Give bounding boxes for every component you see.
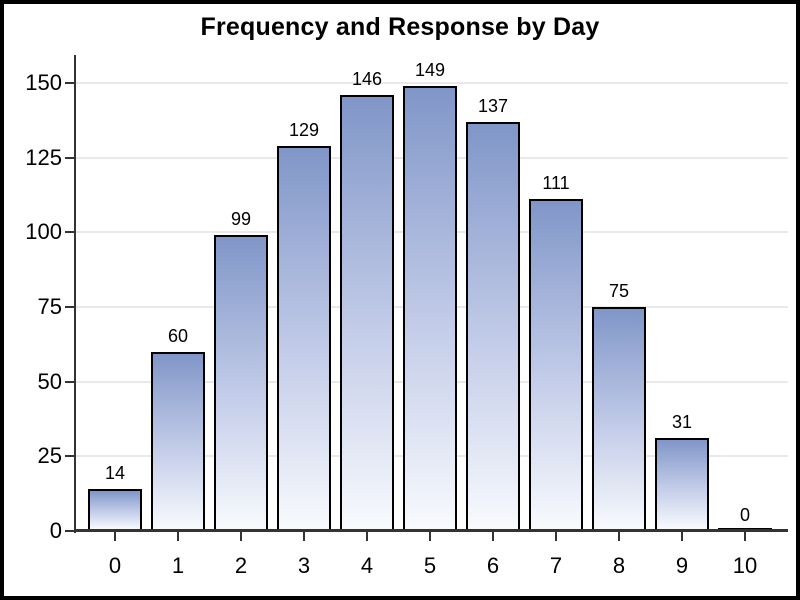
bar [655, 438, 709, 531]
y-tick-label: 0 [49, 518, 62, 543]
bar-value-label: 75 [608, 281, 630, 301]
x-tick [618, 532, 620, 541]
x-tick [366, 532, 368, 541]
y-tick-label: 25 [37, 443, 62, 469]
bar [277, 146, 331, 531]
y-tick-label: 125 [25, 144, 62, 170]
x-tick-label: 2 [234, 553, 248, 578]
bar-value-label: 99 [230, 209, 252, 229]
y-tick [65, 530, 74, 532]
x-tick [681, 532, 683, 541]
gridline [74, 82, 788, 84]
bar [88, 489, 142, 531]
bar-value-label: 60 [167, 326, 189, 346]
y-tick [65, 455, 74, 458]
y-tick-label: 100 [25, 219, 62, 245]
bar-value-label: 31 [671, 412, 693, 432]
bar-value-label: 149 [414, 60, 446, 80]
x-tick-label: 4 [360, 553, 374, 578]
y-axis-line [74, 55, 76, 533]
x-tick-label: 7 [549, 553, 563, 578]
x-tick [555, 532, 557, 541]
bar [592, 307, 646, 531]
bar-value-label: 129 [288, 120, 320, 140]
bar-value-label: 146 [351, 69, 383, 89]
x-tick-label: 6 [486, 553, 500, 578]
bar [529, 199, 583, 531]
y-tick [65, 156, 74, 159]
x-tick-label: 5 [423, 553, 437, 578]
x-tick [429, 532, 431, 541]
y-tick [65, 231, 74, 234]
bar-value-label: 0 [739, 505, 750, 525]
bar [466, 122, 520, 531]
bar [151, 352, 205, 531]
x-tick [303, 532, 305, 541]
x-tick [744, 532, 746, 541]
x-tick-label: 8 [612, 553, 626, 578]
chart-title: Frequency and Response by Day [200, 13, 600, 41]
x-tick [240, 532, 242, 541]
bar-value-label: 137 [477, 96, 509, 116]
y-tick [65, 380, 74, 383]
x-axis-line [74, 529, 788, 532]
bar [340, 95, 394, 531]
x-tick-label: 0 [108, 553, 122, 578]
x-tick [177, 532, 179, 541]
bar [403, 86, 457, 531]
x-tick-label: 1 [171, 553, 185, 578]
y-tick [65, 82, 74, 84]
y-tick [65, 306, 74, 308]
bar-value-label: 14 [104, 463, 126, 483]
bar-value-label: 111 [542, 173, 570, 193]
x-tick [114, 532, 116, 541]
x-tick-label: 9 [675, 553, 689, 578]
x-tick [492, 532, 494, 541]
x-tick-label: 10 [732, 553, 758, 578]
y-tick-label: 50 [37, 368, 62, 394]
y-tick-label: 75 [37, 294, 62, 319]
y-tick-label: 150 [25, 70, 62, 95]
bar [214, 235, 268, 531]
x-tick-label: 3 [297, 553, 311, 578]
